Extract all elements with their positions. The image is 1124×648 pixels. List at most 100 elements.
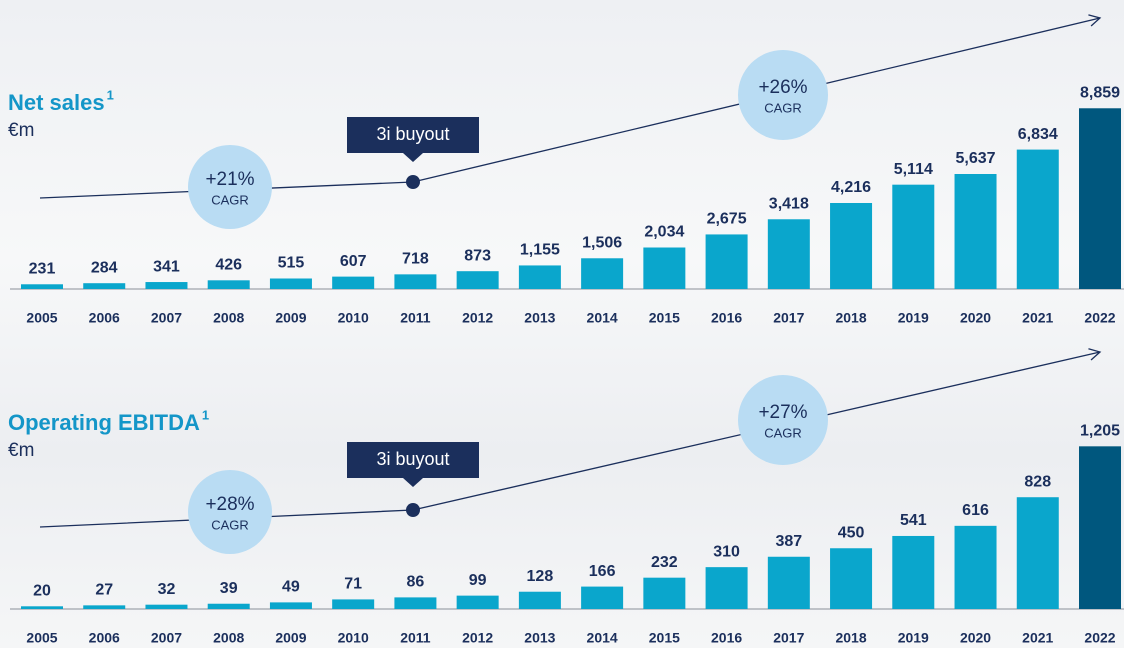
- x-tick-label: 2011: [400, 310, 431, 326]
- value-label: 3,418: [769, 195, 809, 212]
- x-tick-label: 2009: [275, 630, 306, 646]
- x-tick-label: 2019: [898, 310, 929, 326]
- x-tick-label: 2005: [26, 630, 57, 646]
- value-label: 341: [153, 258, 180, 275]
- bar: [954, 525, 997, 609]
- value-label: 2,034: [644, 224, 684, 241]
- x-tick-label: 2021: [1022, 630, 1053, 646]
- cagr-value: +21%: [205, 169, 254, 190]
- value-label: 1,205: [1080, 423, 1120, 440]
- x-tick-label: 2020: [960, 630, 991, 646]
- value-label: 27: [95, 582, 113, 599]
- x-tick-label: 2006: [89, 310, 120, 326]
- x-tick-label: 2016: [711, 310, 742, 326]
- x-tick-label: 2015: [649, 630, 680, 646]
- cagr-label: CAGR: [764, 425, 802, 440]
- x-tick-label: 2021: [1022, 310, 1053, 326]
- x-tick-label: 2008: [213, 630, 244, 646]
- value-label: 387: [775, 533, 802, 550]
- bar: [581, 258, 624, 289]
- bar: [643, 247, 686, 289]
- x-tick-label: 2007: [151, 630, 182, 646]
- value-label: 86: [407, 574, 425, 591]
- bar: [1016, 149, 1059, 289]
- x-tick-label: 2019: [898, 630, 929, 646]
- bar: [954, 174, 997, 289]
- x-tick-label: 2008: [213, 310, 244, 326]
- x-tick-label: 2017: [773, 310, 804, 326]
- x-tick-label: 2006: [89, 630, 120, 646]
- bar: [767, 556, 810, 609]
- x-tick-label: 2010: [338, 310, 369, 326]
- cagr-label: CAGR: [211, 192, 249, 207]
- value-label: 828: [1024, 473, 1051, 490]
- cagr-bubble: [188, 470, 272, 554]
- bar: [892, 535, 935, 609]
- bar: [830, 548, 873, 609]
- bar: [269, 602, 312, 609]
- bar: [705, 567, 748, 609]
- title-superscript: 1: [107, 87, 114, 102]
- x-tick-label: 2013: [524, 310, 555, 326]
- value-label: 39: [220, 580, 238, 597]
- bar: [830, 202, 873, 289]
- chart-subtitle: €m: [8, 440, 34, 461]
- bar: [581, 586, 624, 609]
- value-label: 873: [464, 247, 491, 264]
- x-tick-label: 2016: [711, 630, 742, 646]
- bar: [207, 280, 250, 289]
- value-label: 4,216: [831, 179, 871, 196]
- bar: [767, 219, 810, 289]
- x-tick-label: 2020: [960, 310, 991, 326]
- bar: [21, 284, 63, 289]
- cagr-bubble: [188, 145, 272, 229]
- bar: [332, 276, 375, 289]
- x-tick-label: 2012: [462, 630, 493, 646]
- value-label: 310: [713, 543, 740, 560]
- value-label: 128: [527, 568, 554, 585]
- value-label: 20: [33, 583, 51, 600]
- x-tick-label: 2009: [275, 310, 306, 326]
- value-label: 541: [900, 512, 927, 529]
- cagr-value: +27%: [758, 402, 807, 423]
- title-superscript: 1: [202, 407, 209, 422]
- value-label: 607: [340, 253, 367, 270]
- x-tick-label: 2012: [462, 310, 493, 326]
- x-tick-label: 2014: [587, 630, 618, 646]
- value-label: 8,859: [1080, 84, 1120, 101]
- x-tick-label: 2017: [773, 630, 804, 646]
- value-label: 426: [215, 257, 242, 274]
- chart-subtitle: €m: [8, 120, 34, 141]
- event-dot: [406, 503, 420, 517]
- bar: [643, 577, 686, 609]
- bar: [145, 282, 188, 289]
- chart-title: Net sales: [8, 90, 105, 115]
- bar: [332, 599, 375, 609]
- x-tick-label: 2007: [151, 310, 182, 326]
- event-callout: [347, 442, 479, 487]
- bar: [1016, 497, 1059, 609]
- bar: [518, 591, 561, 609]
- x-tick-label: 2022: [1084, 310, 1115, 326]
- trend-arrow: [1088, 348, 1102, 361]
- x-tick-label: 2005: [26, 310, 57, 326]
- bar: [145, 604, 188, 609]
- bar: [1079, 446, 1121, 609]
- value-label: 2,675: [707, 211, 747, 228]
- cagr-bubble: [738, 375, 828, 465]
- value-label: 5,114: [894, 161, 933, 178]
- bar: [394, 274, 437, 289]
- bar: [83, 605, 126, 609]
- value-label: 71: [344, 576, 362, 593]
- event-callout: [347, 117, 479, 162]
- cagr-value: +26%: [758, 77, 807, 98]
- value-label: 718: [402, 251, 429, 268]
- trend-arrow: [1088, 14, 1102, 27]
- bar: [21, 606, 63, 609]
- cagr-bubble: [738, 50, 828, 140]
- value-label: 1,506: [582, 234, 622, 251]
- bar: [518, 265, 561, 289]
- value-label: 450: [838, 524, 865, 541]
- event-dot: [406, 175, 420, 189]
